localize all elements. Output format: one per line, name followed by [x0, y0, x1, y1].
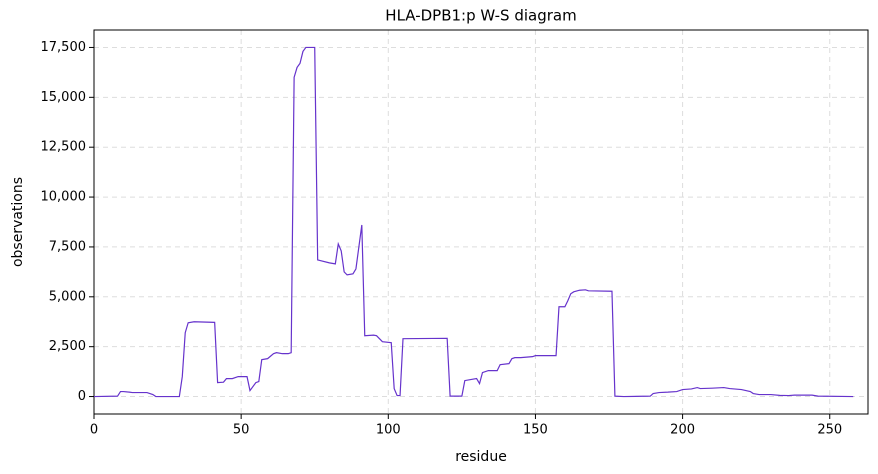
x-tick-label: 150 — [523, 423, 548, 438]
chart-title: HLA-DPB1:p W-S diagram — [385, 7, 576, 25]
x-axis-label: residue — [455, 449, 507, 465]
data-line — [93, 46, 854, 398]
x-tick-label: 250 — [817, 423, 842, 438]
x-tick-label: 200 — [670, 423, 695, 438]
y-tick-label: 2,500 — [49, 339, 86, 354]
y-tick-label: 12,500 — [41, 140, 87, 155]
y-tick-label: 5,000 — [49, 289, 86, 304]
y-tick-label: 0 — [78, 389, 86, 404]
y-tick-label: 15,000 — [41, 90, 87, 105]
x-tick-label: 100 — [376, 423, 401, 438]
y-axis-label: observations — [10, 177, 26, 267]
x-tick-label: 50 — [233, 423, 250, 438]
y-tick-label: 17,500 — [41, 40, 87, 55]
plot-frame — [93, 29, 869, 415]
y-tick-label: 10,000 — [41, 190, 87, 205]
y-tick-label: 7,500 — [49, 239, 86, 254]
x-tick-label: 0 — [90, 423, 98, 438]
